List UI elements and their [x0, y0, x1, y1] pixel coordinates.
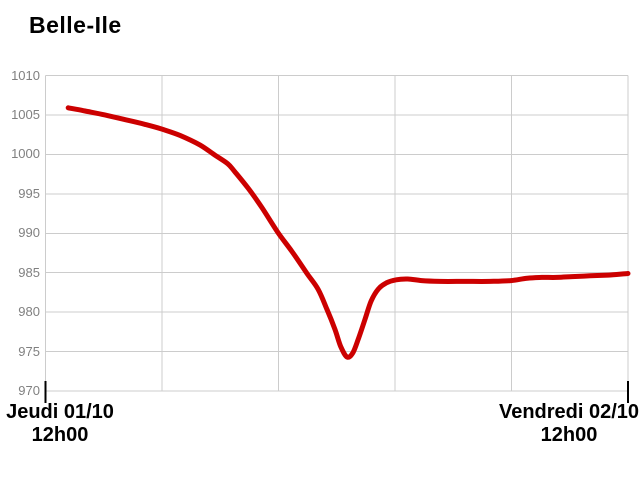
- x-axis-label-start-date: Jeudi 01/10: [6, 401, 114, 423]
- y-tick-label: 990: [18, 225, 40, 241]
- y-tick-label: 970: [18, 383, 40, 398]
- y-tick-label: 995: [18, 185, 40, 201]
- x-axis-label-end: Vendredi 02/10 12h00: [496, 401, 642, 447]
- y-tick-label: 1010: [11, 67, 40, 83]
- y-tick-label: 1005: [11, 106, 40, 122]
- y-axis-labels: 1010 1005 1000 995 990 985 980 975 970: [0, 0, 42, 482]
- x-axis-label-end-time: 12h00: [540, 424, 598, 446]
- chart-title: Belle-Ile: [29, 12, 122, 38]
- y-tick-label: 985: [18, 264, 40, 280]
- y-tick-label: 980: [18, 304, 40, 320]
- x-axis-label-start-time: 12h00: [31, 424, 89, 446]
- y-tick-label: 1000: [11, 146, 40, 162]
- pressure-line: [65, 105, 631, 360]
- y-tick-label: 975: [18, 343, 40, 359]
- x-axis-label-end-date: Vendredi 02/10: [498, 401, 640, 423]
- x-axis-label-start: Jeudi 01/10 12h00: [0, 401, 120, 447]
